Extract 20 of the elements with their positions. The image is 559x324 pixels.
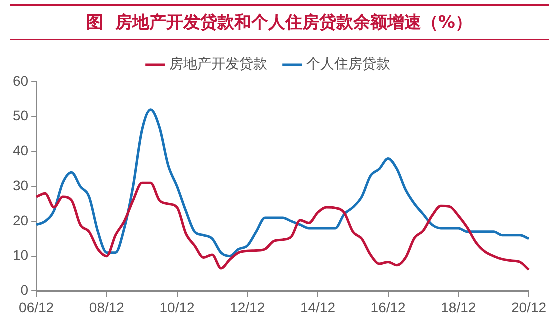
- y-tick-label: 10: [12, 247, 29, 264]
- y-tick-label: 30: [12, 177, 29, 194]
- x-tick-label: 18/12: [441, 299, 476, 316]
- x-tick-label: 08/12: [89, 299, 125, 316]
- line-series: [35, 182, 530, 272]
- y-tick-label: 0: [20, 282, 29, 298]
- x-tick-label: 06/12: [19, 299, 54, 316]
- x-tick-label: 14/12: [300, 299, 336, 316]
- x-tick-label: 10/12: [160, 299, 195, 316]
- y-tick-label: 50: [12, 108, 29, 124]
- x-tick-label: 12/12: [230, 299, 266, 316]
- x-tick-label: 20/12: [511, 299, 547, 316]
- y-tick-label: 60: [12, 72, 29, 89]
- line-series: [35, 108, 530, 258]
- chart-title: 图 房地产开发贷款和个人住房贷款余额增速（%）: [10, 4, 549, 40]
- y-tick-label: 20: [12, 212, 29, 228]
- legend-label: 个人住房贷款: [306, 56, 390, 73]
- y-tick-label: 40: [12, 142, 29, 159]
- x-tick-label: 16/12: [370, 299, 406, 316]
- legend-label: 房地产开发贷款: [170, 56, 268, 73]
